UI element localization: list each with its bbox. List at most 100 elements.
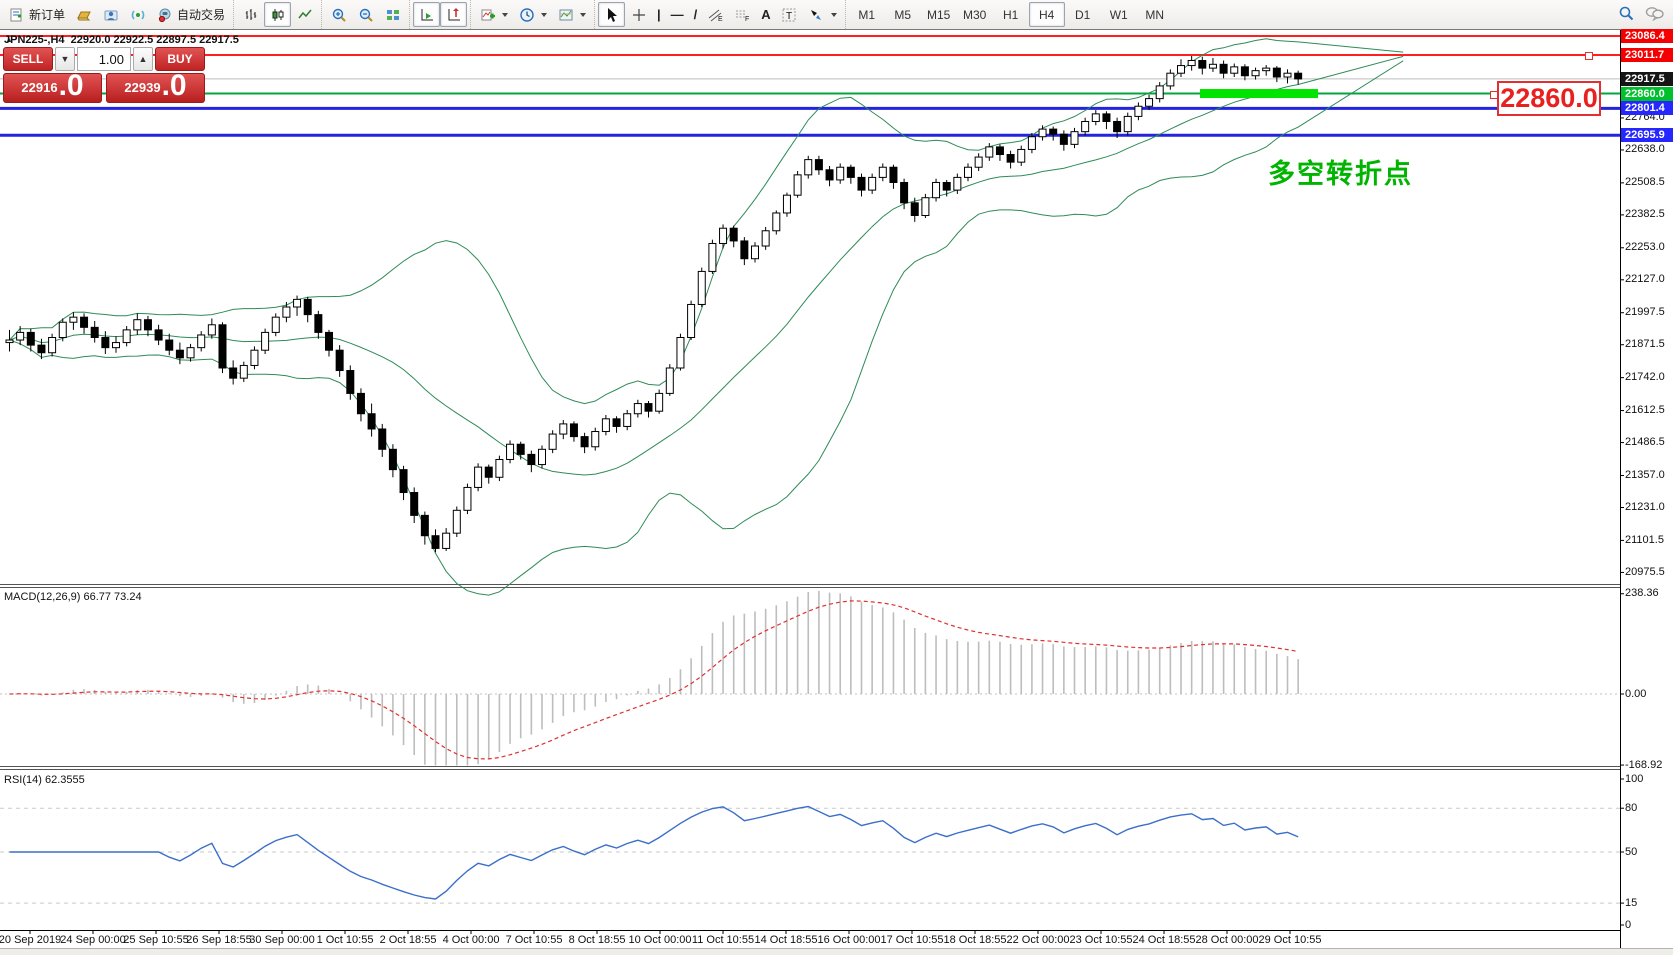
candle: [942, 181, 951, 191]
turning-point-annotation[interactable]: 多空转折点: [1268, 159, 1413, 189]
tf-mn-button[interactable]: MN: [1145, 7, 1165, 22]
candle: [410, 492, 419, 516]
macd-signal-line: [9, 600, 1299, 760]
time-tick-label: 18 Oct 18:55: [943, 934, 1007, 946]
fibonacci-tool-button[interactable]: F: [729, 2, 756, 27]
trendline-tool-button[interactable]: /: [689, 2, 703, 27]
volume-input[interactable]: 1.00: [77, 47, 131, 71]
text-tool-button[interactable]: A: [756, 2, 775, 27]
indicators-dropdown-caret: [502, 12, 509, 17]
time-tick-label: 11 Oct 10:55: [691, 934, 755, 946]
candle: [953, 176, 962, 191]
time-tick-label: 24 Sep 00:00: [60, 934, 126, 946]
autotrading-label: 自动交易: [177, 8, 226, 22]
profiles-icon: [75, 6, 92, 23]
new-order-button[interactable]: 新订单: [3, 2, 70, 27]
macd-tick-label: 0.00: [1625, 687, 1647, 700]
rsi-tick-label: 100: [1625, 772, 1644, 785]
candle: [452, 509, 461, 534]
candle: [1155, 85, 1164, 100]
chart-shift-button[interactable]: [440, 2, 468, 27]
line-chart-icon: [296, 6, 313, 23]
tf-m15-button[interactable]: M15: [927, 7, 951, 22]
cursor-icon: [603, 6, 620, 23]
tf-m30-button[interactable]: M30: [963, 7, 987, 22]
rsi-line: [9, 805, 1299, 900]
price-tick-label: 21742.0: [1625, 371, 1665, 384]
arrows-tool-button[interactable]: [803, 2, 842, 27]
tile-windows-button[interactable]: [379, 2, 406, 27]
bar-chart-button[interactable]: [237, 2, 264, 27]
fibonacci-icon: F: [734, 6, 751, 23]
auto-scroll-button[interactable]: [413, 2, 441, 27]
price-callout-box[interactable]: 22860.0: [1497, 81, 1601, 116]
candle: [325, 331, 333, 351]
indicators-button[interactable]: [474, 2, 513, 27]
tf-d1-button[interactable]: D1: [1075, 7, 1091, 22]
candle: [1219, 63, 1228, 74]
candle: [154, 329, 163, 341]
candle: [974, 156, 983, 168]
candle: [80, 316, 89, 328]
signals-button[interactable]: [124, 2, 151, 27]
candle: [1027, 136, 1036, 150]
candle: [282, 306, 291, 318]
sell-button[interactable]: SELL: [3, 47, 53, 71]
bollinger-bands: [9, 38, 1404, 596]
strategy-tester-button[interactable]: [97, 2, 124, 27]
price-tick-label: 21997.5: [1625, 306, 1665, 319]
redline-anchor-handle[interactable]: [1585, 51, 1593, 60]
candle: [964, 166, 972, 178]
chat-icon[interactable]: [1645, 5, 1665, 24]
green-highlight-bar[interactable]: [1200, 89, 1318, 99]
arrows-icon: [808, 6, 825, 23]
channel-tool-button[interactable]: E: [702, 2, 729, 27]
cursor-tool-button[interactable]: [598, 2, 626, 27]
candle: [1294, 72, 1303, 80]
volume-increase-button[interactable]: ▲: [133, 47, 153, 71]
candle: [207, 324, 216, 336]
price-tick-label: 21101.5: [1625, 533, 1664, 546]
zoom-in-button[interactable]: [325, 2, 352, 27]
panel-collapse-arrow[interactable]: ▲: [5, 35, 13, 44]
tile-windows-icon: [384, 6, 401, 23]
rsi-tick-label: 0: [1625, 918, 1632, 931]
vertical-line-tool-button[interactable]: |: [652, 2, 666, 27]
candle: [538, 448, 546, 466]
tf-h1-button[interactable]: H1: [1003, 7, 1019, 22]
candlestick-series: [5, 55, 1303, 553]
candle: [335, 349, 344, 372]
zoom-out-button[interactable]: [352, 2, 379, 27]
tf-h4-button[interactable]: H4: [1028, 2, 1065, 27]
tf-w1-button[interactable]: W1: [1109, 7, 1128, 22]
candle: [1059, 133, 1068, 145]
chart-ohlc-values: 22920.0 22922.5 22897.5 22917.5: [70, 34, 239, 46]
candle: [1262, 67, 1271, 72]
tf-m5-button[interactable]: M5: [894, 7, 912, 22]
profiles-button[interactable]: [70, 2, 97, 27]
autotrading-button[interactable]: 自动交易: [151, 2, 230, 27]
time-tick-label: 10 Oct 00:00: [628, 934, 692, 946]
buy-button[interactable]: BUY: [155, 47, 205, 71]
text-label-tool-button[interactable]: T: [776, 2, 803, 27]
candle: [346, 370, 355, 394]
price-tick-label: 21871.5: [1625, 338, 1665, 351]
line-chart-button[interactable]: [291, 2, 318, 27]
templates-button[interactable]: [552, 2, 591, 27]
bar-chart-icon: [242, 6, 259, 23]
crosshair-tool-button[interactable]: [625, 2, 652, 27]
sell-price-tile[interactable]: 22916 .0: [3, 71, 102, 103]
tf-m1-button[interactable]: M1: [858, 7, 876, 22]
callout-anchor-handle[interactable]: [1490, 90, 1498, 99]
candlestick-chart-button[interactable]: [264, 2, 292, 27]
time-tick-label: 8 Oct 18:55: [568, 934, 626, 946]
periods-button[interactable]: [513, 2, 552, 27]
buy-price-tile[interactable]: 22939 .0: [106, 71, 205, 103]
candle: [293, 298, 302, 308]
search-icon[interactable]: [1618, 5, 1635, 25]
price-tick-label: 22382.5: [1625, 208, 1665, 221]
horizontal-line-tool-button[interactable]: —: [666, 2, 689, 27]
volume-decrease-button[interactable]: ▼: [55, 47, 75, 71]
